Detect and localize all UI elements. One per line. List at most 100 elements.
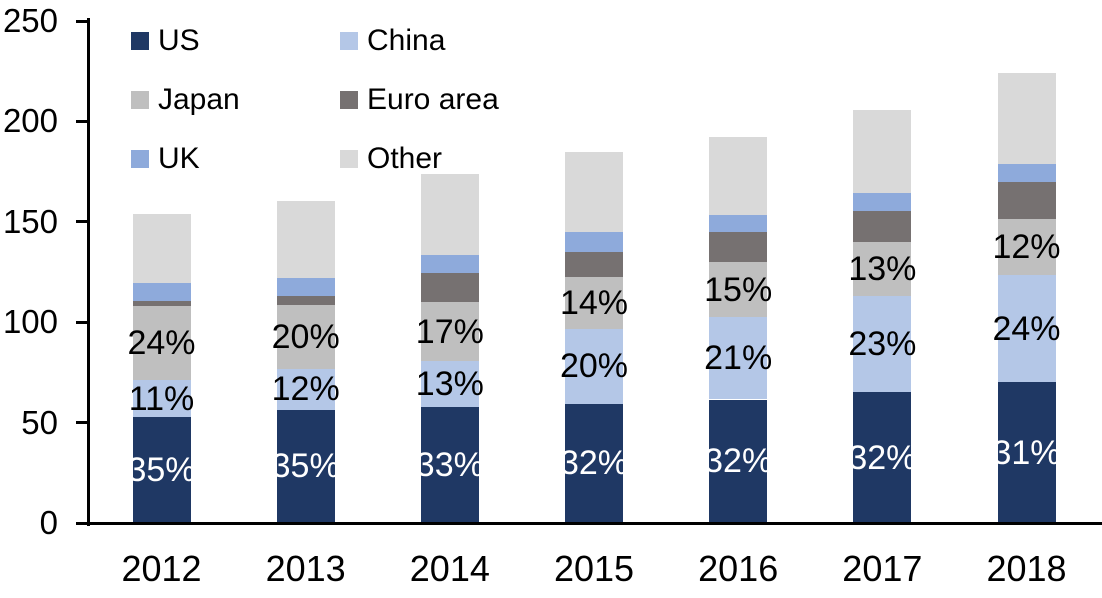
legend-label: China: [367, 24, 446, 57]
y-axis-tick-label: 200: [2, 102, 58, 140]
bar-segment-euro-area-2017: [853, 210, 912, 242]
segment-label-us-2017: 32%: [848, 438, 917, 477]
bar-segment-us-2018: [997, 382, 1056, 523]
bar-segment-us-2015: [565, 403, 623, 523]
legend-label: Euro area: [367, 83, 499, 116]
legend-label: US: [158, 24, 200, 57]
segment-label-japan-2014: 17%: [415, 312, 484, 351]
y-axis-tick: [76, 119, 87, 123]
bar-segment-other-2013: [276, 200, 335, 278]
bar-segment-japan-2013: [276, 305, 335, 370]
bar-segment-japan-2015: [565, 277, 623, 330]
x-axis-category-label: 2018: [986, 548, 1067, 589]
segment-label-china-2015: 20%: [559, 347, 629, 386]
bar-segment-us-2013: [276, 409, 335, 523]
y-axis-tick: [76, 421, 87, 425]
bar-segment-us-2014: [420, 406, 479, 523]
y-axis-tick-label: 50: [21, 403, 58, 441]
segment-label-us-2018: 31%: [992, 433, 1061, 472]
y-axis-tick-label: 100: [2, 303, 58, 341]
bar-segment-other-2012: [132, 213, 191, 284]
bar-segment-uk-2012: [132, 283, 191, 302]
legend-label: Other: [367, 142, 443, 175]
bar-segment-japan-2014: [420, 302, 479, 362]
bar-segment-euro-area-2013: [276, 296, 335, 306]
x-axis-category-label: 2012: [121, 548, 202, 589]
y-axis-tick: [76, 320, 87, 324]
bar-segment-us-2016: [709, 399, 768, 523]
bar-segment-uk-2013: [276, 278, 335, 297]
y-axis-tick-label: 250: [2, 2, 58, 39]
segment-label-china-2012: 11%: [128, 379, 195, 418]
legend-item-other: Other: [340, 144, 442, 174]
segment-label-japan-2017: 13%: [848, 249, 917, 288]
bar-segment-china-2013: [276, 369, 335, 410]
bar-segment-japan-2018: [997, 218, 1056, 275]
y-axis-tick-label: 150: [2, 202, 58, 240]
bar-segment-euro-area-2016: [709, 231, 768, 262]
x-axis-category-label: 2015: [553, 548, 635, 589]
bar-segment-uk-2016: [709, 214, 768, 232]
legend-item-japan: Japan: [131, 85, 240, 115]
legend-item-uk: UK: [131, 144, 200, 174]
bar-segment-china-2012: [132, 380, 191, 417]
x-axis-category-label: 2014: [409, 548, 490, 589]
segment-label-us-2012: 35%: [127, 450, 196, 489]
bar-segment-china-2018: [997, 275, 1056, 383]
x-axis-line: [87, 522, 1102, 525]
bar-segment-japan-2012: [132, 306, 191, 381]
bar-segment-japan-2017: [853, 241, 912, 297]
segment-label-china-2018: 24%: [992, 309, 1061, 348]
bar-segment-euro-area-2018: [997, 181, 1056, 219]
segment-label-china-2013: 12%: [271, 370, 340, 409]
legend-swatch-other: [340, 150, 358, 168]
legend-swatch-us: [131, 32, 149, 50]
segment-label-china-2014: 13%: [415, 364, 484, 403]
legend-swatch-china: [340, 32, 358, 50]
bar-segment-japan-2016: [709, 261, 768, 318]
legend-label: UK: [158, 142, 200, 175]
segment-label-us-2016: 32%: [704, 442, 773, 481]
y-axis-tick: [76, 521, 87, 525]
legend-label: Japan: [158, 83, 240, 116]
bar-segment-us-2017: [853, 392, 912, 523]
bar-segment-uk-2017: [853, 192, 912, 211]
segment-label-us-2014: 33%: [415, 445, 484, 484]
bar-segment-china-2016: [709, 317, 768, 400]
y-axis-line: [87, 18, 90, 526]
bar-segment-euro-area-2015: [565, 251, 623, 277]
segment-label-japan-2012: 24%: [127, 324, 196, 363]
bar-segment-euro-area-2012: [132, 301, 191, 307]
bar-segment-us-2012: [132, 416, 191, 523]
bar-segment-uk-2018: [997, 163, 1056, 182]
bar-segment-other-2018: [997, 73, 1056, 164]
legend-swatch-euro-area: [340, 91, 358, 109]
x-axis-category-label: 2016: [698, 548, 779, 589]
bar-segment-china-2017: [853, 296, 912, 393]
legend-item-us: US: [131, 26, 200, 56]
bar-segment-other-2016: [709, 137, 768, 215]
legend-swatch-uk: [131, 150, 149, 168]
x-axis-category-label: 2013: [265, 548, 346, 589]
bar-segment-euro-area-2014: [420, 273, 479, 303]
segment-label-us-2015: 32%: [559, 444, 629, 483]
segment-label-japan-2013: 20%: [271, 318, 340, 357]
bar-segment-other-2014: [420, 173, 479, 255]
x-axis-category-label: 2017: [842, 548, 923, 589]
segment-label-us-2013: 35%: [271, 447, 340, 486]
legend-item-china: China: [340, 26, 445, 56]
bar-segment-other-2017: [853, 110, 912, 193]
segment-label-japan-2016: 15%: [704, 270, 773, 309]
y-axis-tick: [76, 220, 87, 224]
bar-segment-other-2015: [565, 151, 623, 232]
legend-swatch-japan: [131, 91, 149, 109]
bar-segment-china-2015: [565, 329, 623, 404]
y-axis-tick-label: 0: [39, 504, 58, 541]
segment-label-japan-2018: 12%: [992, 227, 1061, 266]
legend-item-euro-area: Euro area: [340, 85, 499, 115]
y-axis-tick: [76, 19, 87, 23]
segment-label-china-2016: 21%: [704, 339, 773, 378]
bar-segment-uk-2015: [565, 231, 623, 252]
segment-label-china-2017: 23%: [848, 325, 917, 364]
